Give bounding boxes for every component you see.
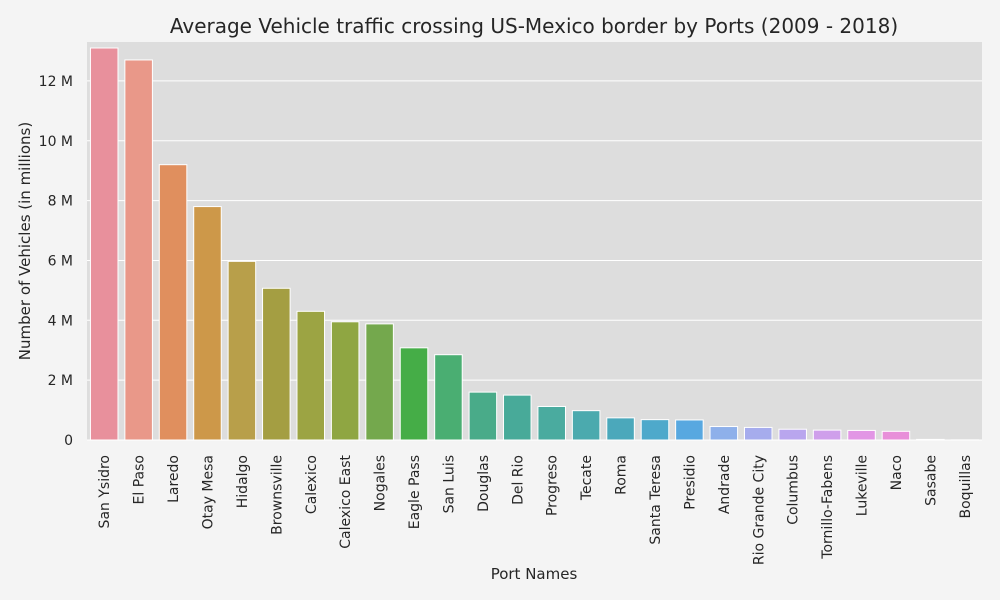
x-tick-label: Calexico East — [338, 455, 354, 549]
y-tick-label: 10 M — [39, 134, 73, 150]
x-axis-label: Port Names — [491, 565, 578, 583]
x-tick-label: Brownsville — [269, 455, 285, 535]
bar-tornillo-fabens — [812, 429, 842, 441]
bar-otay-mesa — [193, 206, 222, 441]
x-tick-label: Laredo — [166, 455, 182, 503]
x-tick-label: Douglas — [476, 455, 492, 512]
bar-del-rio — [503, 394, 532, 441]
x-tick-label: Roma — [614, 455, 630, 495]
bar-sasabe — [916, 438, 945, 441]
bar-tecate — [571, 410, 601, 441]
x-tick-label: Hidalgo — [235, 455, 251, 508]
x-tick-label: Eagle Pass — [407, 455, 423, 529]
bar-presidio — [675, 419, 704, 441]
bar-el-paso — [124, 59, 153, 441]
bar-douglas — [468, 391, 498, 441]
bar-lukeville — [847, 429, 876, 441]
x-tick-label: Tecate — [579, 455, 595, 501]
bar-san-ysidro — [89, 47, 119, 441]
x-tick-label: Boquillas — [958, 455, 974, 518]
x-tick-label: Otay Mesa — [200, 455, 216, 529]
x-tick-label: Presidio — [682, 455, 698, 510]
bar-calexico-east — [330, 321, 360, 441]
y-tick-label: 0 — [64, 433, 73, 449]
y-tick-label: 4 M — [48, 313, 73, 329]
y-tick-label: 12 M — [39, 74, 73, 90]
x-tick-label: Andrade — [717, 455, 733, 514]
bar-rio-grande-city — [743, 426, 773, 441]
x-tick-label: Progreso — [545, 455, 561, 516]
x-tick-label: Naco — [889, 455, 905, 490]
x-axis-ticks: San Ysidro El Paso Laredo Otay Mesa Hidalgo B… — [97, 455, 974, 566]
bar-santa-teresa — [640, 419, 670, 441]
x-tick-label: Santa Teresa — [648, 455, 664, 545]
x-tick-label: Calexico — [304, 455, 320, 514]
x-tick-label: El Paso — [132, 455, 148, 504]
bar-roma — [606, 417, 635, 441]
bar-andrade — [709, 426, 739, 441]
y-axis-ticks: 0 2 M 4 M 6 M 8 M 10 M 12 M — [39, 74, 73, 449]
bar-eagle-pass — [399, 347, 429, 441]
y-tick-label: 8 M — [48, 194, 73, 210]
y-axis-label: Number of Vehicles (in millions) — [16, 122, 34, 360]
bar-san-luis — [434, 354, 463, 441]
bar-calexico — [296, 310, 326, 441]
x-tick-label: Sasabe — [923, 455, 939, 506]
bars — [89, 47, 980, 441]
x-tick-label: Lukeville — [855, 455, 871, 516]
bar-columbus — [778, 428, 807, 441]
bar-hidalgo — [227, 260, 257, 441]
x-tick-label: Del Rio — [510, 455, 526, 505]
x-tick-label: Rio Grande City — [751, 455, 767, 565]
bar-progreso — [537, 405, 566, 441]
x-tick-label: Nogales — [373, 455, 389, 511]
x-tick-label: San Luis — [441, 455, 457, 513]
x-tick-label: Columbus — [786, 455, 802, 525]
bar-naco — [881, 430, 911, 441]
y-tick-label: 2 M — [48, 373, 73, 389]
chart-title: Average Vehicle traffic crossing US-Mexi… — [170, 14, 898, 38]
x-tick-label: San Ysidro — [97, 455, 113, 528]
bar-nogales — [365, 323, 394, 441]
x-tick-label: Tornillo-Fabens — [820, 455, 836, 560]
bar-brownsville — [262, 287, 291, 441]
bar-laredo — [158, 164, 188, 441]
y-tick-label: 6 M — [48, 253, 73, 269]
